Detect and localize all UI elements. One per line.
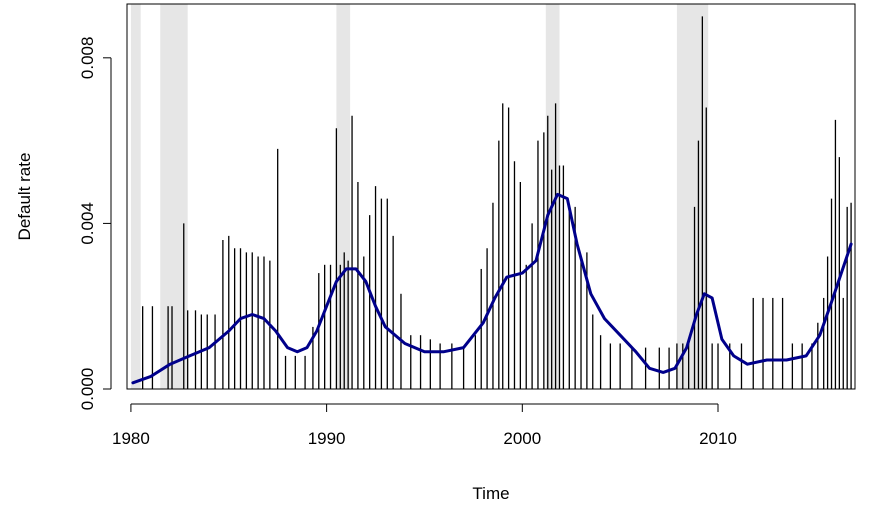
x-tick-label-2: 2000 — [503, 429, 541, 448]
x-axis-title: Time — [472, 484, 509, 503]
smoothed-trend-line — [131, 192, 853, 385]
x-tick-label-1: 1990 — [308, 429, 346, 448]
y-axis-title: Default rate — [15, 153, 34, 241]
x-tick-label-3: 2010 — [699, 429, 737, 448]
x-axis: 1980 1990 2000 2010 — [112, 403, 737, 448]
y-tick-label-0: 0.000 — [78, 368, 97, 411]
recession-band-0 — [130, 4, 141, 389]
y-tick-label-2: 0.008 — [78, 37, 97, 80]
default-rate-bars — [142, 16, 852, 389]
recession-bands — [130, 4, 709, 389]
recession-band-1 — [160, 4, 188, 389]
y-axis: 0.000 0.004 0.008 — [78, 37, 112, 411]
plot-area-frame — [126, 3, 856, 390]
x-tick-label-0: 1980 — [112, 429, 150, 448]
y-tick-label-1: 0.004 — [78, 202, 97, 245]
